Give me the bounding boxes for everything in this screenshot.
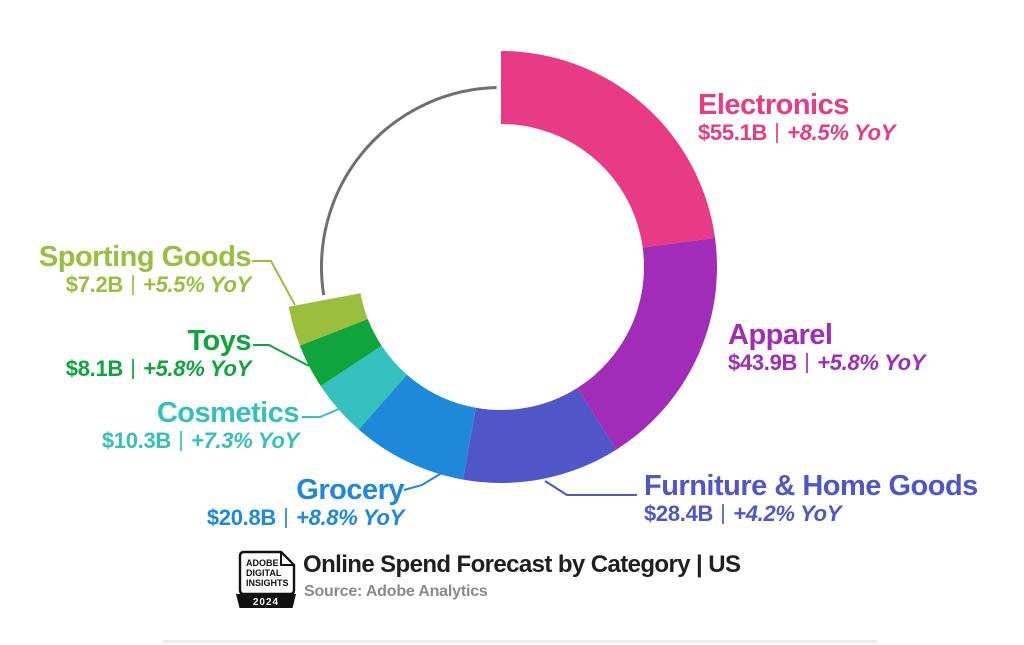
category-name: Apparel <box>728 319 833 351</box>
chart-title: Online Spend Forecast by Category | US <box>303 551 741 578</box>
label-cosmetics: Cosmetics $10.3B +7.3% YoY <box>101 397 300 453</box>
category-name: Sporting Goods <box>38 241 252 273</box>
category-value: $20.8B <box>206 505 277 530</box>
category-value: $7.2B <box>65 272 124 297</box>
category-yoy: +5.8% YoY <box>143 356 251 381</box>
remainder-arc <box>320 86 497 296</box>
leader-line-sporting-goods <box>252 260 296 306</box>
category-yoy: +7.3% YoY <box>191 428 299 453</box>
badge-line2: DIGITAL <box>246 568 282 578</box>
divider-bar <box>180 431 183 451</box>
label-toys: Toys $8.1B +5.8% YoY <box>65 325 252 381</box>
category-value: $10.3B <box>101 428 172 453</box>
donut-segment-sporting-goods <box>288 293 368 346</box>
label-sporting-goods: Sporting Goods $7.2B +5.5% YoY <box>38 241 252 297</box>
donut-segment-electronics <box>501 51 716 248</box>
category-yoy: +5.5% YoY <box>143 272 251 297</box>
label-apparel: Apparel $43.9B +5.8% YoY <box>728 321 925 374</box>
divider-bar <box>722 504 725 524</box>
badge-year-ribbon <box>236 594 296 608</box>
category-yoy: +8.8% YoY <box>296 505 404 530</box>
category-name: Grocery <box>296 474 404 506</box>
donut-segment-grocery <box>358 374 476 480</box>
category-yoy: +5.8% YoY <box>817 350 926 375</box>
category-value: $8.1B <box>65 356 124 381</box>
category-value: $55.1B <box>698 120 768 145</box>
divider-bar <box>132 275 135 295</box>
divider-bar <box>806 353 809 373</box>
badge-line1: ADOBE <box>246 558 279 568</box>
label-electronics: Electronics $55.1B +8.5% YoY <box>698 91 895 144</box>
leader-line-furniture-home-goods <box>544 480 637 496</box>
category-name: Electronics <box>698 89 849 121</box>
category-value: $43.9B <box>728 350 798 375</box>
donut-segment-apparel <box>577 237 717 450</box>
chart-source: Source: Adobe Analytics <box>304 583 488 600</box>
adobe-digital-insights-badge: ADOBE DIGITAL INSIGHTS 2024 <box>236 550 296 608</box>
leader-line-grocery <box>403 470 446 491</box>
donut-segment-furniture-home-goods <box>462 387 617 484</box>
category-name: Furniture & Home Goods <box>644 470 978 502</box>
category-value: $28.4B <box>644 501 714 526</box>
divider-bar <box>776 123 779 143</box>
donut-segment-toys <box>299 319 382 387</box>
bottom-divider <box>162 640 878 643</box>
leader-line-cosmetics <box>302 402 354 418</box>
category-name: Toys <box>187 325 251 357</box>
label-furniture-home-goods: Furniture & Home Goods $28.4B +4.2% YoY <box>644 472 978 525</box>
divider-bar <box>285 508 288 528</box>
badge-year: 2024 <box>253 597 279 608</box>
divider-bar <box>132 359 135 379</box>
leader-line-toys <box>253 344 310 367</box>
label-grocery: Grocery $20.8B +8.8% YoY <box>206 474 405 530</box>
category-name: Cosmetics <box>156 397 300 429</box>
category-yoy: +4.2% YoY <box>733 501 842 526</box>
category-yoy: +8.5% YoY <box>787 120 896 145</box>
badge-line3: INSIGHTS <box>246 578 289 588</box>
badge-folded-corner-icon <box>280 551 295 566</box>
